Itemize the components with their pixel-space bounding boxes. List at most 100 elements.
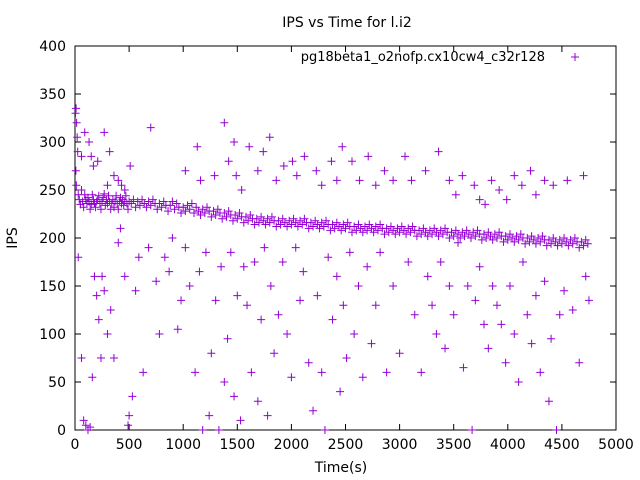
data-point [367,339,376,348]
data-point [527,339,536,348]
data-point [99,193,108,202]
data-point [389,282,398,290]
data-point [185,282,194,290]
data-point [254,218,263,227]
data-point [518,258,527,266]
data-point [311,216,320,225]
data-point [512,232,521,241]
data-point [371,222,380,231]
data-point [100,189,109,198]
data-point [100,286,109,295]
data-point [77,152,86,161]
data-point [250,220,259,229]
legend: pg18beta1_o2nofp.cx10cw4_c32r128 [301,50,579,65]
data-point [371,301,380,310]
data-point [232,171,241,180]
data-point [460,232,469,241]
data-point [338,142,347,151]
data-point [428,230,437,239]
data-point [389,226,398,235]
data-point [155,199,164,208]
data-point [441,224,450,233]
data-point [87,200,96,209]
data-point [118,195,127,204]
data-point [91,203,100,212]
data-point [458,171,467,180]
data-point [88,190,97,199]
data-point [462,226,471,235]
data-point [510,330,519,338]
data-point [423,272,432,281]
data-point [436,226,445,235]
data-point [292,171,301,180]
y-tick-label: 400 [39,39,66,55]
data-point [253,166,262,175]
data-point [266,282,275,290]
data-point [86,205,95,214]
x-tick-label: 5000 [598,437,634,453]
data-point [246,210,255,219]
data-point [198,205,207,214]
data-point [584,296,593,305]
data-point [342,354,351,362]
data-point [575,243,584,252]
data-point [347,228,356,237]
data-point [479,320,488,329]
data-point [187,199,196,208]
data-point [72,181,81,190]
data-point [521,239,530,248]
data-point [401,152,410,161]
data-point [345,248,354,257]
data-point [495,228,504,237]
data-point [317,181,326,190]
data-point [105,147,114,156]
x-tick-label: 3000 [382,437,418,453]
data-point [222,212,231,221]
data-point [121,191,130,200]
data-point [570,234,579,242]
y-tick-label: 200 [39,231,66,247]
data-point [109,171,118,180]
data-point [371,181,380,190]
data-point [468,426,477,434]
data-point [499,237,508,246]
data-point [170,205,179,214]
data-point [501,358,510,367]
data-point [579,241,588,250]
data-point [350,222,359,231]
data-point [291,218,300,227]
data-point [434,232,443,241]
data-point [128,392,137,401]
data-point [304,358,313,367]
data-point [190,209,199,218]
data-point [538,232,547,241]
data-point [505,282,514,290]
data-point [79,203,88,212]
data-point [96,354,105,362]
data-point [536,368,545,377]
data-point [270,349,279,358]
data-point [198,426,207,434]
data-point [83,193,92,202]
data-point [209,207,218,216]
data-point [120,186,129,194]
data-point [328,220,337,229]
data-point [423,232,432,241]
data-point [355,176,364,185]
data-point [276,220,285,229]
data-point [393,224,402,233]
data-point [104,191,113,200]
data-point [317,218,326,227]
data-point [144,243,153,252]
data-point [475,262,484,271]
data-point [510,237,519,246]
data-point [236,416,245,425]
data-point [71,109,80,118]
x-tick-label: 2000 [274,437,310,453]
data-point [547,239,556,248]
data-point [517,181,526,190]
data-point [335,222,344,231]
data-point [241,212,250,221]
data-point [492,234,501,242]
